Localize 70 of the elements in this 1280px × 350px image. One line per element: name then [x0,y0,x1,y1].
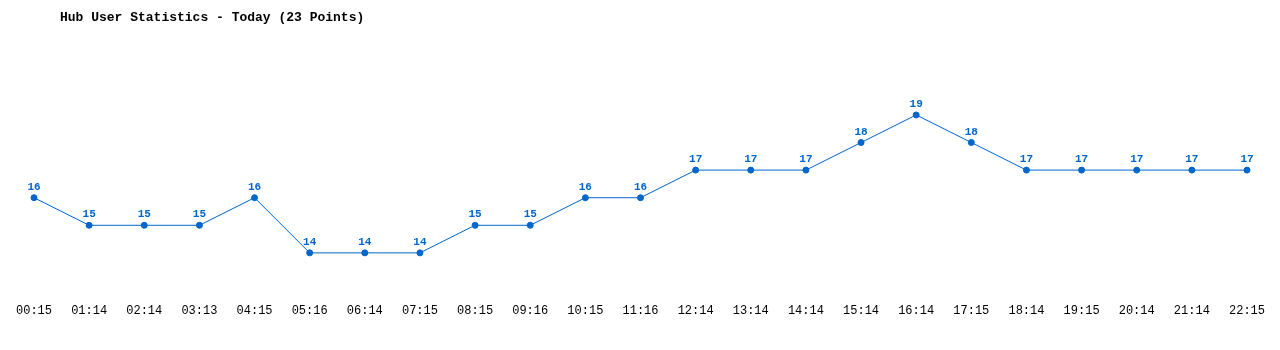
point [140,221,148,229]
x-tick-label: 17:15 [953,303,990,318]
x-tick-label: 09:16 [512,303,549,318]
point [30,194,38,202]
x-tick-label: 13:14 [732,303,769,318]
point [306,249,314,257]
data-label: 17 [799,153,813,166]
point [1022,166,1030,174]
point [416,249,424,257]
point [857,139,865,147]
chart-title: Hub User Statistics - Today (23 Points) [59,9,366,27]
x-tick-label: 03:13 [181,303,218,318]
point [361,249,369,257]
point [251,194,259,202]
x-tick-label: 18:14 [1008,303,1045,318]
x-tick-label: 08:15 [457,303,494,318]
point [1078,166,1086,174]
x-tick-label: 06:14 [346,303,383,318]
point [692,166,700,174]
data-label: 17 [1130,153,1144,166]
x-tick-label: 11:16 [622,303,659,318]
x-tick-label: 05:16 [291,303,328,318]
x-tick-label: 01:14 [71,303,108,318]
x-tick-label: 20:14 [1118,303,1155,318]
x-tick-label: 15:14 [843,303,880,318]
data-label: 14 [413,235,427,248]
data-label: 17 [1019,153,1034,166]
x-tick-label: 12:14 [677,303,714,318]
data-label: 14 [358,235,372,248]
data-label: 16 [578,180,592,193]
data-label: 16 [633,180,648,193]
x-tick-label: 14:14 [787,303,824,318]
data-label: 15 [468,208,483,221]
point [471,221,479,229]
data-label: 18 [964,125,979,138]
point [85,221,93,229]
point [526,221,534,229]
data-label: 19 [909,97,923,110]
point [912,111,920,119]
point [967,139,975,147]
data-label: 16 [27,180,41,193]
data-label: 18 [854,125,869,138]
point [581,194,589,202]
point [637,194,644,202]
data-label: 15 [82,208,97,221]
x-tick-label: 04:15 [236,303,273,318]
data-label: 15 [137,208,152,221]
x-tick-label: 02:14 [126,303,163,318]
x-tick-label: 00:15 [15,303,53,318]
point [1188,166,1196,174]
data-label: 14 [303,235,317,248]
x-tick-label: 19:15 [1063,303,1100,318]
data-label: 15 [523,208,538,221]
x-tick-label: 10:15 [567,303,604,318]
data-label: 16 [247,180,262,193]
point [1243,166,1251,174]
data-label: 17 [689,153,703,166]
x-tick-label: 22:15 [1228,303,1266,318]
x-tick-label: 07:15 [401,303,438,318]
point [802,166,810,174]
data-label: 17 [1185,153,1199,166]
point [747,166,755,174]
data-label: 15 [192,208,207,221]
x-tick-label: 21:14 [1173,303,1210,318]
point [195,221,203,229]
data-label: 17 [1240,153,1254,166]
x-tick-label: 16:14 [898,303,935,318]
point [1133,166,1141,174]
data-label: 17 [744,153,758,166]
data-label: 17 [1074,153,1089,166]
